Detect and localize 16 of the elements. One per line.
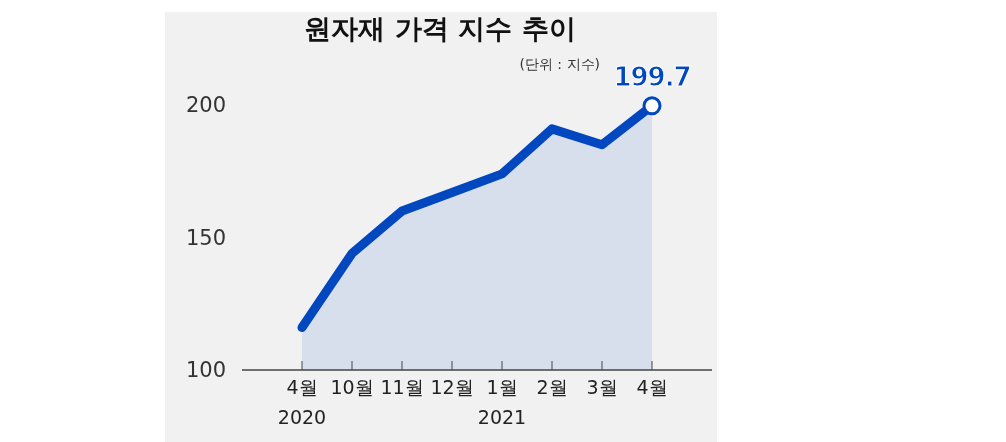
x-tick-label: 2월 [536,376,568,398]
y-tick-label: 100 [185,358,227,382]
x-tick-label: 10월 [330,376,374,398]
y-tick-label: 200 [185,93,227,117]
x-tick-label: 3월 [586,376,618,398]
text: 2021 [477,406,527,428]
chart-title: 원자재 가격 지수 추이 [304,13,576,44]
data-label: 199.7 [613,61,691,92]
text: 2020 [277,406,327,428]
x-tick-label: 4월 [636,376,668,398]
y-tick-label: 150 [185,225,227,250]
x-tick-label: 4월 [286,376,318,398]
chart-subtitle: (단위 : 지수) [519,56,600,72]
x-tick-label: 11월 [380,376,424,398]
x-tick-label: 1월 [486,376,518,398]
x-tick-label: 12월 [430,376,474,398]
